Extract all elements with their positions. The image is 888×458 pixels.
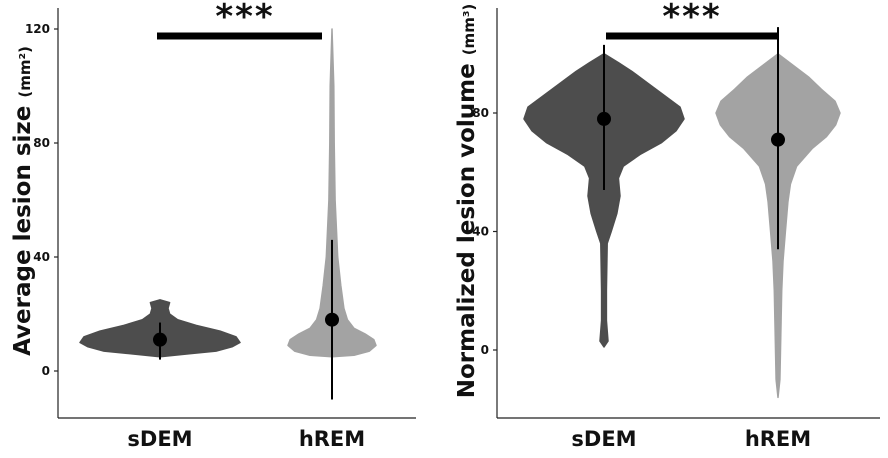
- y-axis-title-text: Average lesion size: [10, 98, 36, 356]
- y-axis-title: Average lesion size (mm²): [10, 46, 36, 356]
- median-point-sdem: [597, 111, 611, 126]
- y-tick-label: 120: [25, 22, 50, 36]
- x-category-label: sDEM: [127, 427, 192, 451]
- x-category-label: hREM: [299, 427, 365, 451]
- y-tick-label: 0: [481, 343, 489, 357]
- panel-lesion-size: 0 40 80 120 Average lesion size (mm²) sDEM hRE…: [10, 0, 416, 451]
- significance-label: ***: [215, 0, 274, 37]
- median-point-hrem: [325, 312, 339, 327]
- x-category-label: sDEM: [571, 427, 636, 451]
- significance-label: ***: [662, 0, 721, 37]
- y-tick-label: 0: [42, 364, 50, 378]
- y-axis-unit: (mm²): [16, 46, 34, 98]
- x-category-label: hREM: [745, 427, 811, 451]
- y-axis-title-text: Normalized lesion volume: [454, 55, 480, 398]
- y-tick-label: 40: [33, 250, 50, 264]
- y-axis-title: Normalized lesion volume (mm³): [454, 4, 480, 399]
- median-point-sdem: [153, 332, 167, 347]
- median-point-hrem: [771, 132, 785, 147]
- violin-hrem: [287, 28, 377, 358]
- y-tick-label: 80: [33, 136, 50, 150]
- y-tick-label: 40: [472, 225, 489, 239]
- y-tick-label: 80: [472, 106, 489, 120]
- y-axis-unit: (mm³): [460, 4, 478, 56]
